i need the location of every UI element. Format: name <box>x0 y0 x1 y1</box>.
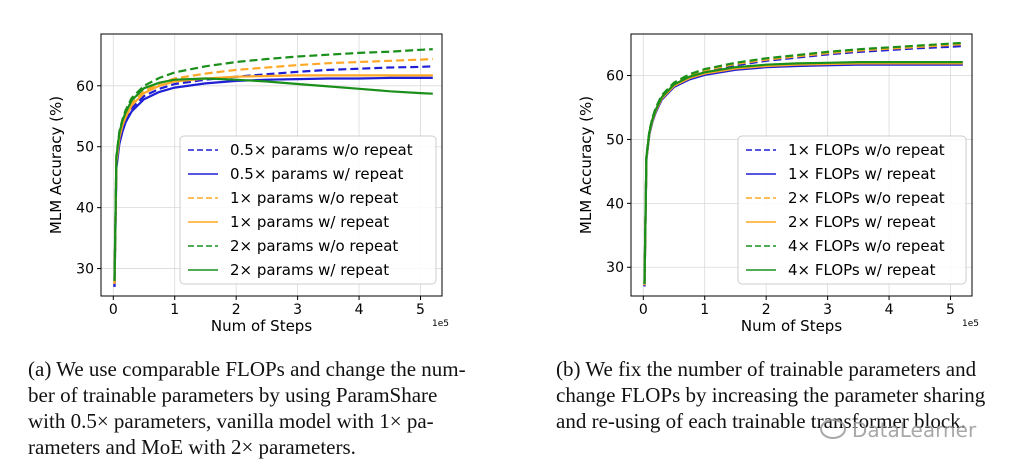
y-tick-label: 60 <box>606 69 624 85</box>
legend-label-4: 4× FLOPs w/o repeat <box>788 237 945 255</box>
series-line-5 <box>113 77 433 281</box>
x-tick-label: 1 <box>700 302 709 318</box>
x-tick-label: 5 <box>416 302 425 318</box>
y-tick-label: 50 <box>606 132 624 148</box>
legend-label-2: 1× params w/o repeat <box>230 189 398 207</box>
legend: 1× FLOPs w/o repeat 1× FLOPs w/ repeat 2× … <box>737 135 967 285</box>
y-axis-label: MLM Accuracy (%) <box>47 96 65 234</box>
series-line-2 <box>643 43 963 286</box>
legend: 0.5× params w/o repeat 0.5× params w/ rep… <box>179 135 437 285</box>
x-scale-label: 1e5 <box>962 319 979 329</box>
caption-b-line: (b) We fix the number of trainable param… <box>556 357 977 381</box>
legend-label-1: 1× FLOPs w/ repeat <box>788 165 936 183</box>
y-axis-label: MLM Accuracy (%) <box>577 96 595 234</box>
caption-a: (a) We use comparable FLOPs and change t… <box>28 356 494 460</box>
legend-box <box>737 135 967 285</box>
caption-a-line: with 0.5× parameters, vanilla model with… <box>28 409 434 433</box>
x-tick-label: 4 <box>355 302 364 318</box>
caption-b-line: and re-using of each trainable transform… <box>556 409 966 433</box>
x-tick-label: 2 <box>762 302 771 318</box>
x-scale-label: 1e5 <box>432 319 449 329</box>
axes-frame <box>100 33 443 297</box>
legend-label-0: 0.5× params w/o repeat <box>230 141 413 159</box>
wechat-icon <box>820 419 846 439</box>
caption-a-line: ber of trainable parameters by using Par… <box>28 383 438 407</box>
series-line-5 <box>643 61 963 284</box>
caption-b: (b) We fix the number of trainable param… <box>556 356 1022 434</box>
series-line-0 <box>643 45 963 287</box>
series-line-4 <box>643 41 963 284</box>
legend-label-1: 0.5× params w/ repeat <box>230 165 404 183</box>
x-tick-label: 3 <box>293 302 302 318</box>
y-tick-label: 50 <box>76 140 94 156</box>
legend-label-3: 1× params w/ repeat <box>230 213 389 231</box>
y-tick-label: 60 <box>76 79 94 95</box>
x-axis-label: Num of Steps <box>741 317 842 335</box>
legend-label-2: 2× FLOPs w/o repeat <box>788 189 945 207</box>
x-tick-label: 2 <box>232 302 241 318</box>
caption-a-line: rameters and MoE with 2× parameters. <box>28 435 356 459</box>
axes-frame <box>630 33 973 297</box>
y-tick-label: 40 <box>606 196 624 212</box>
x-tick-label: 3 <box>823 302 832 318</box>
watermark-text: DataLearner <box>852 418 977 442</box>
caption-b-line: change FLOPs by increasing the parameter… <box>556 383 986 407</box>
series-line-1 <box>113 76 433 287</box>
chart-panel-b: 0 1 2 3 4 5 30 40 50 60 1e5 Num of Steps MLM Accurac… <box>577 33 979 335</box>
x-tick-label: 0 <box>639 302 648 318</box>
legend-label-5: 2× params w/ repeat <box>230 261 389 279</box>
legend-label-5: 4× FLOPs w/ repeat <box>788 261 936 279</box>
y-tick-label: 30 <box>76 262 94 278</box>
caption-a-line: (a) We use comparable FLOPs and change t… <box>28 357 466 381</box>
chart-panel-a: 0 1 2 3 4 5 30 40 50 60 1e5 Num of Steps MLM Accurac… <box>47 33 449 335</box>
legend-label-3: 2× FLOPs w/ repeat <box>788 213 936 231</box>
x-axis-label: Num of Steps <box>211 317 312 335</box>
x-tick-label: 4 <box>885 302 894 318</box>
x-tick-label: 5 <box>946 302 955 318</box>
x-tick-label: 1 <box>170 302 179 318</box>
legend-box <box>179 135 437 285</box>
x-tick-label: 0 <box>109 302 118 318</box>
y-tick-label: 40 <box>76 201 94 217</box>
y-tick-label: 30 <box>606 260 624 276</box>
legend-label-0: 1× FLOPs w/o repeat <box>788 141 945 159</box>
watermark: DataLearner <box>820 418 976 442</box>
legend-label-4: 2× params w/o repeat <box>230 237 398 255</box>
